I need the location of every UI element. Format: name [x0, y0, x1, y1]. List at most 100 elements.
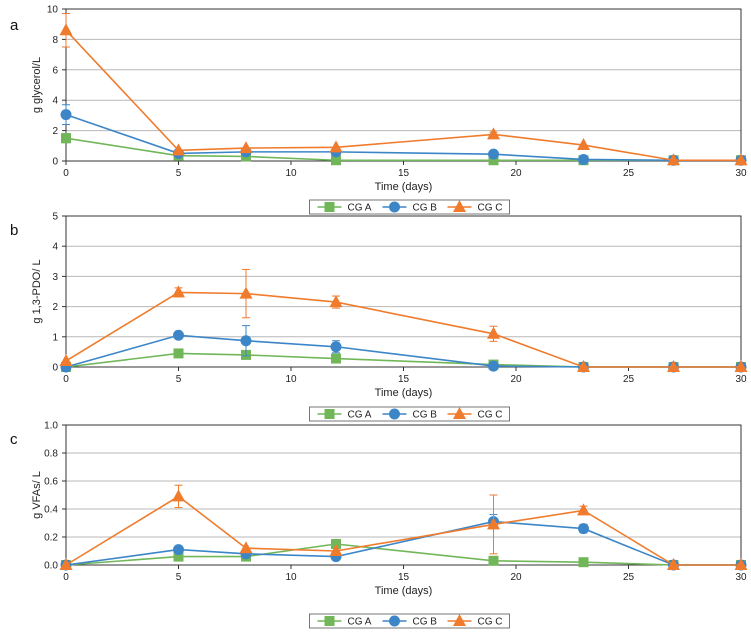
- panel-a-series-cg-c: [59, 13, 748, 166]
- panel-c-ylabel: g VFAs/ L: [31, 471, 43, 519]
- legend-swatch-marker: [453, 407, 466, 419]
- legend-entry: CG B: [413, 203, 438, 214]
- panel-b-legend: CG A CG B CG C: [309, 406, 510, 422]
- data-point: [61, 133, 71, 144]
- data-point: [667, 558, 680, 570]
- panel-b-ytick-label: 4: [52, 242, 58, 253]
- data-point: [329, 544, 343, 556]
- panel-c-letter: c: [10, 431, 18, 448]
- panel-c-ytick-label: 0.0: [44, 561, 58, 572]
- series-line: [65, 291, 741, 368]
- series-line: [65, 29, 741, 162]
- panel-a-ytick-label: 10: [47, 5, 59, 16]
- data-point: [667, 360, 680, 372]
- panel-b-xtick-label: 25: [623, 374, 635, 385]
- legend-entry: CG C: [478, 410, 503, 421]
- legend-entry: CG B: [413, 410, 438, 421]
- data-point: [59, 353, 73, 366]
- data-point: [239, 286, 253, 299]
- legend-swatch-marker: [389, 201, 400, 213]
- series-line: [65, 520, 741, 566]
- data-point: [331, 155, 341, 166]
- panel-c-series-cg-b: [60, 514, 747, 571]
- panel-a-ytick-label: 8: [52, 35, 58, 46]
- legend-entry: CG C: [478, 617, 503, 628]
- data-point: [487, 326, 500, 339]
- panel-b-xlabel: Time (days): [375, 387, 433, 399]
- data-point: [173, 551, 184, 562]
- legend-swatch-marker: [324, 202, 335, 212]
- panel-b-ytick-label: 3: [52, 272, 58, 283]
- data-point: [330, 341, 342, 353]
- series-line: [65, 113, 741, 162]
- panel-b-xtick-label: 20: [510, 374, 522, 385]
- legend-swatch-marker: [453, 200, 466, 212]
- panel-c-ytick-label: 0.6: [44, 477, 58, 488]
- data-point: [329, 140, 343, 153]
- data-point: [667, 153, 680, 166]
- data-point: [172, 489, 185, 502]
- data-point: [734, 153, 748, 166]
- data-point: [578, 523, 589, 535]
- panel-c-xtick-label: 30: [735, 572, 747, 583]
- panel-b-ylabel: g 1,3-PDO/ L: [31, 259, 43, 323]
- panel-c-ytick-label: 0.4: [44, 505, 58, 516]
- panel-a-xtick-label: 25: [623, 168, 635, 179]
- panel-b: b 0 1 2 3 4 5 0 5 10 15 20 25 30 Time (days) g 1,3-PDO/…: [10, 212, 748, 422]
- panel-c-ytick-label: 0.8: [44, 449, 58, 460]
- data-point: [577, 503, 590, 516]
- data-point: [172, 285, 185, 298]
- data-point: [60, 109, 72, 121]
- data-point: [577, 138, 590, 151]
- panel-a-ytick-label: 4: [52, 96, 58, 107]
- panel-b-series-cg-b: [60, 325, 747, 373]
- data-point: [488, 360, 499, 372]
- legend-entry: CG A: [348, 410, 372, 421]
- panel-a-ytick-label: 2: [52, 126, 58, 137]
- data-point: [173, 329, 184, 341]
- legend-swatch-marker: [453, 614, 466, 626]
- panel-a-legend: CG A CG B CG C: [309, 199, 510, 215]
- panel-b-letter: b: [10, 222, 18, 239]
- data-point: [488, 155, 499, 166]
- panel-b-xtick-label: 30: [735, 374, 747, 385]
- data-point: [331, 353, 341, 364]
- panel-c-ytick-label: 0.2: [44, 533, 58, 544]
- data-point: [488, 148, 499, 160]
- panel-c-xtick-label: 10: [285, 572, 297, 583]
- data-point: [173, 544, 184, 556]
- panel-c-xtick-label: 25: [623, 572, 635, 583]
- panel-a-xtick-label: 0: [63, 168, 69, 179]
- panel-a-xlabel: Time (days): [375, 181, 433, 193]
- data-point: [488, 555, 499, 566]
- panel-b-series-cg-c: [59, 268, 748, 372]
- panel-c-xtick-label: 5: [176, 572, 182, 583]
- legend-swatch-marker: [389, 408, 400, 420]
- panel-c: c 0.0 0.2 0.4 0.6 0.8 1.0 0 5 10 15 20 25 30 Time (day…: [10, 421, 748, 629]
- data-point: [487, 517, 500, 530]
- panel-a-ytick-label: 0: [52, 157, 58, 168]
- panel-b-xtick-label: 5: [176, 374, 182, 385]
- data-point: [173, 348, 184, 359]
- panel-a-xtick-label: 5: [176, 168, 182, 179]
- data-point: [59, 23, 73, 36]
- panel-b-xtick-label: 15: [398, 374, 410, 385]
- legend-entry: CG C: [478, 203, 503, 214]
- panel-a-letter: a: [10, 17, 19, 34]
- data-point: [734, 360, 748, 372]
- panel-b-frame: [65, 215, 742, 368]
- data-point: [578, 557, 589, 568]
- legend-entry: CG B: [413, 617, 438, 628]
- legend-entry: CG A: [348, 617, 372, 628]
- series-line: [65, 543, 741, 566]
- panel-c-ytick-label: 1.0: [44, 421, 58, 432]
- legend-swatch-marker: [324, 409, 335, 419]
- panel-c-legend: CG A CG B CG C: [309, 613, 510, 629]
- data-point: [734, 558, 748, 570]
- series-line: [65, 495, 741, 566]
- legend-entry: CG A: [348, 203, 372, 214]
- data-point: [487, 127, 500, 140]
- data-point: [240, 335, 252, 347]
- legend-swatch-marker: [324, 616, 335, 626]
- panel-a-xtick-label: 15: [398, 168, 410, 179]
